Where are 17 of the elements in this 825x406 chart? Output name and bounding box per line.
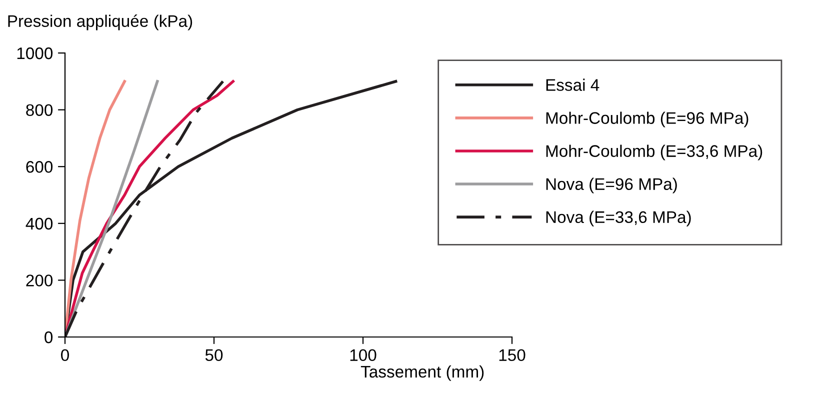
x-tick-label: 0 <box>61 349 69 362</box>
y-tick-label: 1000 <box>17 47 53 60</box>
y-tick-label: 200 <box>26 274 53 286</box>
legend-label: Mohr-Coulomb (E=96 MPa) <box>546 112 748 128</box>
y-tick-label: 600 <box>26 161 53 173</box>
y-tick-label: 400 <box>26 218 53 230</box>
legend-label: Nova (E=33,6 MPa) <box>546 210 691 226</box>
x-tick-label: 150 <box>499 349 526 362</box>
y-axis-title: Pression appliquée (kPa) <box>8 14 192 30</box>
x-tick-label: 50 <box>205 349 223 362</box>
x-axis-title: Tassement (mm) <box>360 365 484 381</box>
y-tick-label: 800 <box>26 104 53 116</box>
legend-label: Nova (E=96 MPa) <box>546 178 677 194</box>
x-tick-label: 100 <box>350 349 376 362</box>
legend-label: Mohr-Coulomb (E=33,6 MPa) <box>546 144 762 160</box>
y-tick-label: 0 <box>44 331 53 344</box>
legend-label: Essai 4 <box>546 78 600 91</box>
